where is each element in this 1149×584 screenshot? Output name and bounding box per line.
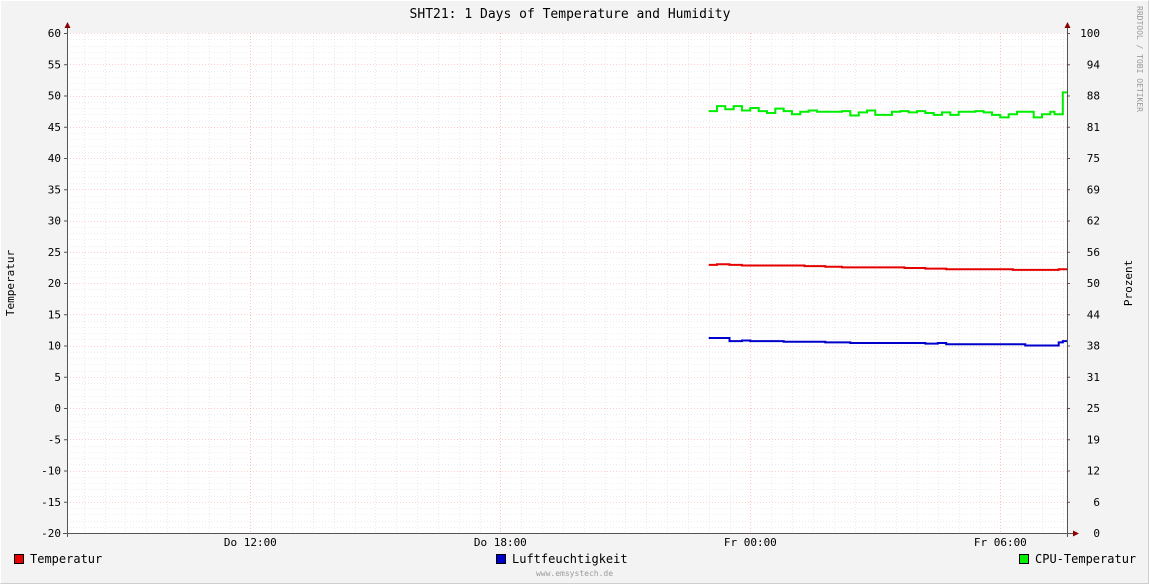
rrdtool-credit: RRDTOOL / TOBI OETIKER bbox=[1135, 6, 1144, 112]
legend-label: Luftfeuchtigkeit bbox=[512, 552, 628, 566]
y2-tick-label: 6 bbox=[1093, 496, 1100, 509]
y2-tick-label: 50 bbox=[1087, 277, 1100, 290]
x-axis-arrow-icon bbox=[1073, 530, 1079, 537]
y-tick-label: 15 bbox=[48, 308, 61, 321]
y2-tick-label: 94 bbox=[1087, 58, 1101, 71]
plot-canvas bbox=[67, 33, 1067, 533]
series-line-0 bbox=[708, 263, 1067, 271]
y-tick-label: 35 bbox=[48, 183, 61, 196]
y-tick-label: 5 bbox=[54, 371, 61, 384]
y2-tick-label: 12 bbox=[1087, 465, 1100, 478]
x-tick-label: Do 12:00 bbox=[224, 536, 277, 549]
y-tick-label: 45 bbox=[48, 121, 61, 134]
x-tick-label: Fr 00:00 bbox=[724, 536, 777, 549]
series-line-1 bbox=[708, 337, 1067, 347]
y-axis-label: Temperatur bbox=[4, 250, 17, 317]
series-line-2 bbox=[708, 91, 1067, 119]
y-tick-label: 30 bbox=[48, 215, 61, 228]
series-lines bbox=[708, 91, 1067, 347]
y2-tick-label: 69 bbox=[1087, 183, 1100, 196]
legend-temperatur: Temperatur bbox=[14, 551, 102, 567]
grid-lines bbox=[67, 33, 1067, 534]
y2-tick-label: 19 bbox=[1087, 433, 1100, 446]
y2-tick-label: 38 bbox=[1087, 340, 1100, 353]
legend-label: CPU-Temperatur bbox=[1035, 552, 1137, 566]
y2-tick-label: 75 bbox=[1087, 152, 1100, 165]
legend-swatch-icon bbox=[14, 553, 24, 564]
y2-axis-label: Prozent bbox=[1122, 260, 1135, 306]
y2-axis-arrow-icon bbox=[1064, 22, 1071, 28]
y-tick-label: -20 bbox=[41, 527, 61, 540]
y-tick-label: 60 bbox=[48, 27, 61, 40]
tick-labels: 605550454035302520151050-5-10-15-2010094… bbox=[41, 27, 1100, 549]
y-tick-label: 0 bbox=[54, 402, 61, 415]
legend-label: Temperatur bbox=[30, 552, 103, 566]
y2-tick-label: 100 bbox=[1080, 27, 1100, 40]
legend-swatch-icon bbox=[496, 553, 506, 564]
x-tick-label: Do 18:00 bbox=[474, 536, 527, 549]
y2-tick-label: 25 bbox=[1087, 402, 1100, 415]
y2-tick-label: 0 bbox=[1093, 527, 1100, 540]
y-tick-label: 10 bbox=[48, 340, 61, 353]
y2-tick-label: 81 bbox=[1087, 121, 1100, 134]
y-tick-label: -5 bbox=[48, 433, 61, 446]
y-tick-label: -15 bbox=[41, 496, 61, 509]
legend-swatch-icon bbox=[1019, 553, 1029, 564]
footer-credit: www.emsystech.de bbox=[535, 569, 614, 578]
y-tick-label: 20 bbox=[48, 277, 61, 290]
y2-tick-label: 31 bbox=[1087, 371, 1100, 384]
chart-title: SHT21: 1 Days of Temperature and Humidit… bbox=[410, 7, 731, 22]
legend-cpu-temperatur: CPU-Temperatur bbox=[1019, 551, 1136, 567]
y2-tick-label: 88 bbox=[1087, 90, 1100, 103]
y2-tick-label: 62 bbox=[1087, 215, 1100, 228]
y2-tick-label: 56 bbox=[1087, 246, 1100, 259]
y-tick-label: 50 bbox=[48, 90, 61, 103]
y-tick-label: -10 bbox=[41, 465, 61, 478]
y-tick-label: 55 bbox=[48, 58, 61, 71]
y-axis-arrow-icon bbox=[64, 22, 71, 28]
x-tick-label: Fr 06:00 bbox=[974, 536, 1027, 549]
y2-tick-label: 44 bbox=[1087, 308, 1101, 321]
y-tick-label: 40 bbox=[48, 152, 61, 165]
axes bbox=[63, 22, 1079, 537]
y-tick-label: 25 bbox=[48, 246, 61, 259]
legend-luftfeuchtigkeit: Luftfeuchtigkeit bbox=[496, 551, 628, 567]
